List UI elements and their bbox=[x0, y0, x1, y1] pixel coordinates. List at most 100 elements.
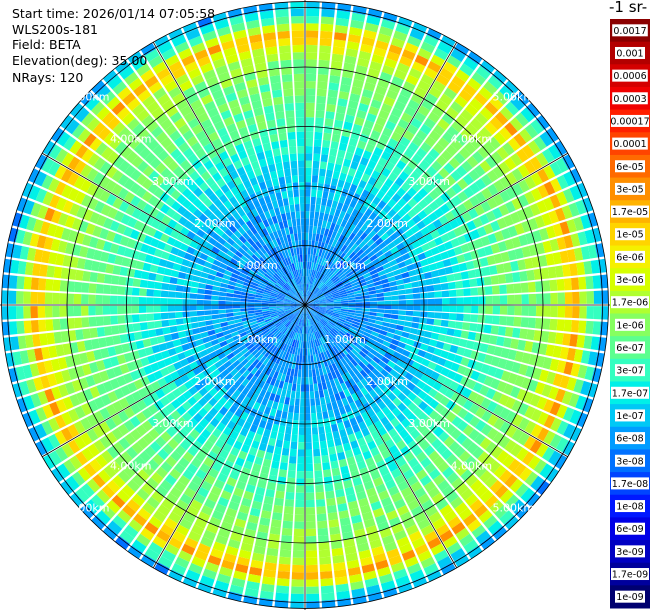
data-cell bbox=[318, 426, 325, 435]
data-cell bbox=[562, 264, 571, 277]
data-cell bbox=[315, 280, 321, 287]
data-cell bbox=[229, 430, 239, 440]
data-cell bbox=[276, 229, 283, 238]
data-cell bbox=[67, 187, 80, 202]
data-cell bbox=[291, 316, 297, 323]
data-cell bbox=[246, 19, 260, 30]
data-cell bbox=[432, 381, 443, 392]
data-cell bbox=[315, 103, 326, 111]
data-cell bbox=[246, 353, 254, 361]
data-cell bbox=[474, 204, 485, 216]
data-cell bbox=[265, 359, 273, 368]
data-cell bbox=[200, 377, 210, 387]
data-cell bbox=[225, 309, 234, 313]
data-cell bbox=[221, 258, 230, 266]
data-cell bbox=[330, 255, 337, 263]
data-cell bbox=[66, 119, 80, 135]
data-cell bbox=[346, 206, 354, 215]
data-cell bbox=[479, 437, 492, 450]
data-cell bbox=[271, 276, 279, 283]
data-cell bbox=[297, 318, 301, 326]
data-cell bbox=[502, 454, 515, 468]
data-cell bbox=[176, 324, 185, 332]
data-cell bbox=[366, 282, 375, 288]
data-cell bbox=[349, 26, 363, 37]
data-cell bbox=[426, 28, 442, 41]
data-cell bbox=[218, 396, 228, 406]
data-cell bbox=[197, 55, 211, 67]
data-cell bbox=[228, 404, 238, 414]
data-cell bbox=[306, 333, 309, 342]
data-cell bbox=[247, 313, 256, 317]
data-cell bbox=[343, 62, 356, 72]
data-cell bbox=[327, 439, 335, 448]
data-cell bbox=[219, 340, 228, 348]
data-cell bbox=[435, 341, 445, 350]
data-cell bbox=[124, 296, 132, 305]
data-cell bbox=[310, 294, 316, 301]
data-cell bbox=[280, 326, 287, 333]
data-cell bbox=[272, 288, 280, 294]
data-cell bbox=[363, 119, 375, 130]
data-cell bbox=[535, 114, 550, 130]
data-cell bbox=[445, 144, 458, 157]
data-cell bbox=[129, 415, 141, 428]
data-cell bbox=[162, 155, 174, 167]
data-cell bbox=[200, 480, 213, 492]
data-cell bbox=[321, 404, 328, 412]
data-cell bbox=[382, 127, 393, 138]
data-cell bbox=[324, 312, 332, 317]
data-cell bbox=[318, 212, 325, 221]
data-cell bbox=[123, 178, 135, 191]
data-cell bbox=[165, 392, 177, 403]
data-cell bbox=[268, 301, 277, 304]
data-cell bbox=[299, 333, 302, 341]
data-cell bbox=[259, 10, 274, 20]
data-cell bbox=[219, 317, 228, 323]
data-cell bbox=[187, 481, 200, 493]
data-cell bbox=[140, 527, 155, 541]
data-cell bbox=[352, 320, 360, 326]
data-cell bbox=[203, 261, 213, 269]
data-cell bbox=[254, 538, 267, 548]
data-cell bbox=[305, 138, 314, 147]
data-cell bbox=[211, 295, 219, 301]
data-cell bbox=[330, 533, 342, 543]
data-cell bbox=[203, 159, 214, 171]
data-cell bbox=[386, 347, 395, 356]
data-cell bbox=[488, 335, 498, 345]
data-cell bbox=[214, 96, 227, 107]
data-cell bbox=[320, 396, 326, 405]
data-cell bbox=[410, 92, 424, 105]
data-cell bbox=[308, 369, 313, 378]
data-cell bbox=[114, 535, 130, 550]
data-cell bbox=[270, 377, 277, 386]
data-cell bbox=[308, 276, 311, 284]
data-cell bbox=[326, 504, 337, 514]
data-cell bbox=[455, 313, 464, 321]
data-cell bbox=[306, 268, 309, 277]
data-cell bbox=[19, 214, 30, 230]
data-cell bbox=[176, 194, 187, 205]
data-cell bbox=[445, 400, 457, 411]
data-cell bbox=[345, 174, 354, 184]
data-cell bbox=[291, 427, 299, 435]
data-cell bbox=[338, 142, 348, 152]
data-cell bbox=[290, 306, 299, 309]
data-cell bbox=[253, 545, 266, 555]
data-cell bbox=[257, 284, 266, 290]
data-cell bbox=[285, 212, 292, 221]
data-cell bbox=[313, 455, 321, 464]
data-cell bbox=[41, 346, 51, 360]
data-cell bbox=[369, 389, 378, 399]
data-cell bbox=[287, 338, 292, 346]
data-cell bbox=[41, 157, 55, 173]
data-cell bbox=[382, 262, 391, 270]
data-cell bbox=[379, 527, 393, 539]
data-cell bbox=[450, 496, 464, 509]
data-cell bbox=[344, 320, 353, 326]
data-cell bbox=[327, 214, 334, 223]
data-cell bbox=[424, 249, 433, 258]
data-cell bbox=[264, 149, 273, 159]
data-cell bbox=[208, 387, 218, 397]
